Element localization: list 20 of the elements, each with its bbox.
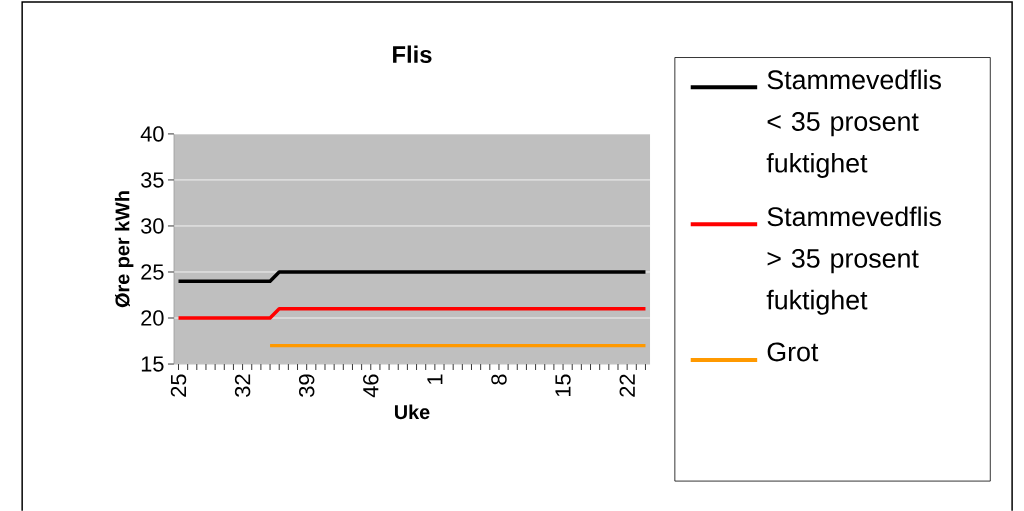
y-axis-title: Øre per kWh (114, 191, 134, 308)
legend-label: Stammevedflis < 35 prosent fuktighet (766, 69, 941, 178)
x-tick-label: 32 (234, 374, 251, 398)
y-tick-label: 15 (141, 356, 164, 372)
x-tick-label: 8 (491, 374, 507, 385)
x-tick-label: 39 (298, 374, 315, 398)
y-tick-label: 25 (141, 264, 164, 280)
legend-label: Stammevedflis > 35 prosent fuktighet (766, 206, 941, 315)
x-tick-label: 15 (555, 374, 571, 397)
y-tick-label: 40 (140, 126, 164, 142)
y-tick-label: 20 (141, 310, 164, 326)
legend-label: Grot (767, 342, 819, 362)
x-tick-label: 46 (363, 374, 379, 398)
chart-title: Flis (393, 45, 432, 64)
y-tick-label: 30 (141, 218, 164, 234)
y-tick-label: 35 (141, 172, 164, 188)
x-tick-label: 1 (427, 374, 443, 385)
x-tick-label: 22 (619, 374, 635, 397)
x-axis-title: Uke (394, 404, 430, 420)
x-tick-label: 25 (170, 374, 187, 397)
